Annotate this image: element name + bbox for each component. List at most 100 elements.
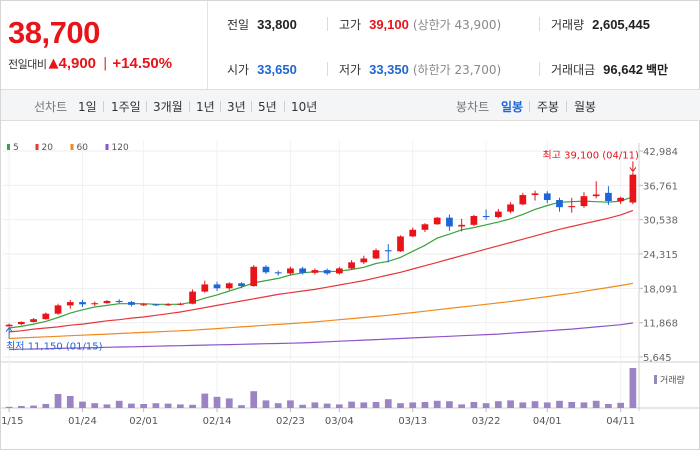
change-separator: | [103,56,108,71]
stat-label: 거래대금 [551,62,596,77]
candle-body [458,224,466,227]
period-5y[interactable]: 5년 [258,100,277,114]
line-chart-label: 선차트 [34,100,68,114]
y-tick-label: 18,091 [643,284,678,295]
volume-bar [103,404,111,408]
candle-monthly[interactable]: 월봉 [574,100,597,114]
stat-unit: 백만 [645,62,669,77]
legend-swatch [70,144,74,150]
stat-value: 33,800 [257,16,297,32]
candle-body [446,217,453,227]
stat-open: 시가 33,650 [227,59,297,79]
volume-bar [348,401,355,408]
candle-body [17,321,25,325]
volume-bar [140,404,148,408]
separator [529,101,530,112]
candle-body [287,268,294,274]
stat-low: 저가 33,350 (하한가 23,700) [339,59,501,79]
candle-body [225,283,233,289]
ma-line-120 [9,322,633,351]
legend-label: 20 [42,143,54,153]
stat-value: 33,650 [257,61,297,77]
candle-body [397,236,404,252]
candle-body [213,284,221,289]
stat-label: 거래량 [551,17,585,32]
volume-bar [470,402,478,408]
volume-bar [54,394,62,408]
separator [251,101,252,112]
volume-bar [250,391,258,408]
period-1w[interactable]: 1주일 [111,100,141,114]
volume-bar [42,404,50,408]
candle-body [629,174,637,203]
x-tick-label: 04/01 [533,416,562,427]
separator [103,101,104,112]
candle-daily[interactable]: 일봉 [501,100,524,114]
stat-label: 시가 [227,62,250,77]
volume-bar [152,403,160,408]
candle-weekly[interactable]: 주봉 [537,100,560,114]
candle-body [360,258,368,263]
volume-bar [5,406,13,408]
candle-body [470,216,478,225]
volume-bar [213,396,221,408]
candle-body [335,268,343,274]
candle-body [189,291,196,304]
x-tick-label: 02/01 [129,416,158,427]
change-value: 4,900 [58,55,97,72]
candle-body [262,266,270,273]
divider [539,17,540,31]
volume-bar [531,401,539,408]
volume-bar [384,399,392,408]
candle-body [605,192,612,202]
volume-bar [262,400,270,408]
volume-bar [335,404,343,408]
volume-bar [519,402,527,408]
volume-bar [311,402,319,408]
ma-line-5 [9,196,634,329]
volume-bar [115,400,123,408]
divider [327,17,328,31]
volume-bar [617,402,625,408]
period-3m[interactable]: 3개월 [153,100,183,114]
candle-body [201,284,209,292]
y-tick-label: 5,645 [643,353,672,364]
volume-bar [433,400,441,408]
candle-body [348,262,355,269]
y-tick-label: 30,538 [643,216,678,227]
up-arrow-icon: ▲ [48,56,59,71]
stat-label: 저가 [339,62,362,77]
separator [189,101,190,112]
change-percent: +14.50% [112,55,173,72]
period-1y[interactable]: 1년 [196,100,215,114]
period-10y[interactable]: 10년 [291,100,318,114]
stat-value: 39,100 [369,16,409,32]
volume-bar [543,402,551,408]
change-row: 전일대비 ▲ 4,900 | +14.50% [8,55,172,72]
volume-bar [568,402,576,408]
candle-body [115,300,123,303]
period-3y[interactable]: 3년 [227,100,246,114]
max-annotation: 최고 39,100 (04/11) [543,149,639,161]
period-1d[interactable]: 1일 [78,100,97,114]
stat-label: 고가 [339,17,362,32]
separator [284,101,285,112]
candle-body [152,304,160,306]
volume-bar [421,402,429,408]
candle-body [103,300,111,304]
candle-body [30,319,37,322]
volume-bar [274,403,282,408]
divider [539,62,540,76]
volume-bar [556,400,563,408]
ma-line-60 [9,282,634,340]
candle-body [79,302,86,305]
volume-bar [91,403,99,408]
volume-bar [238,405,245,408]
y-tick-label: 11,868 [643,319,678,330]
candle-body [164,304,172,306]
legend-swatch [105,144,109,150]
volume-bar [458,404,466,408]
candle-body [568,206,576,208]
volume-bar [17,406,25,408]
